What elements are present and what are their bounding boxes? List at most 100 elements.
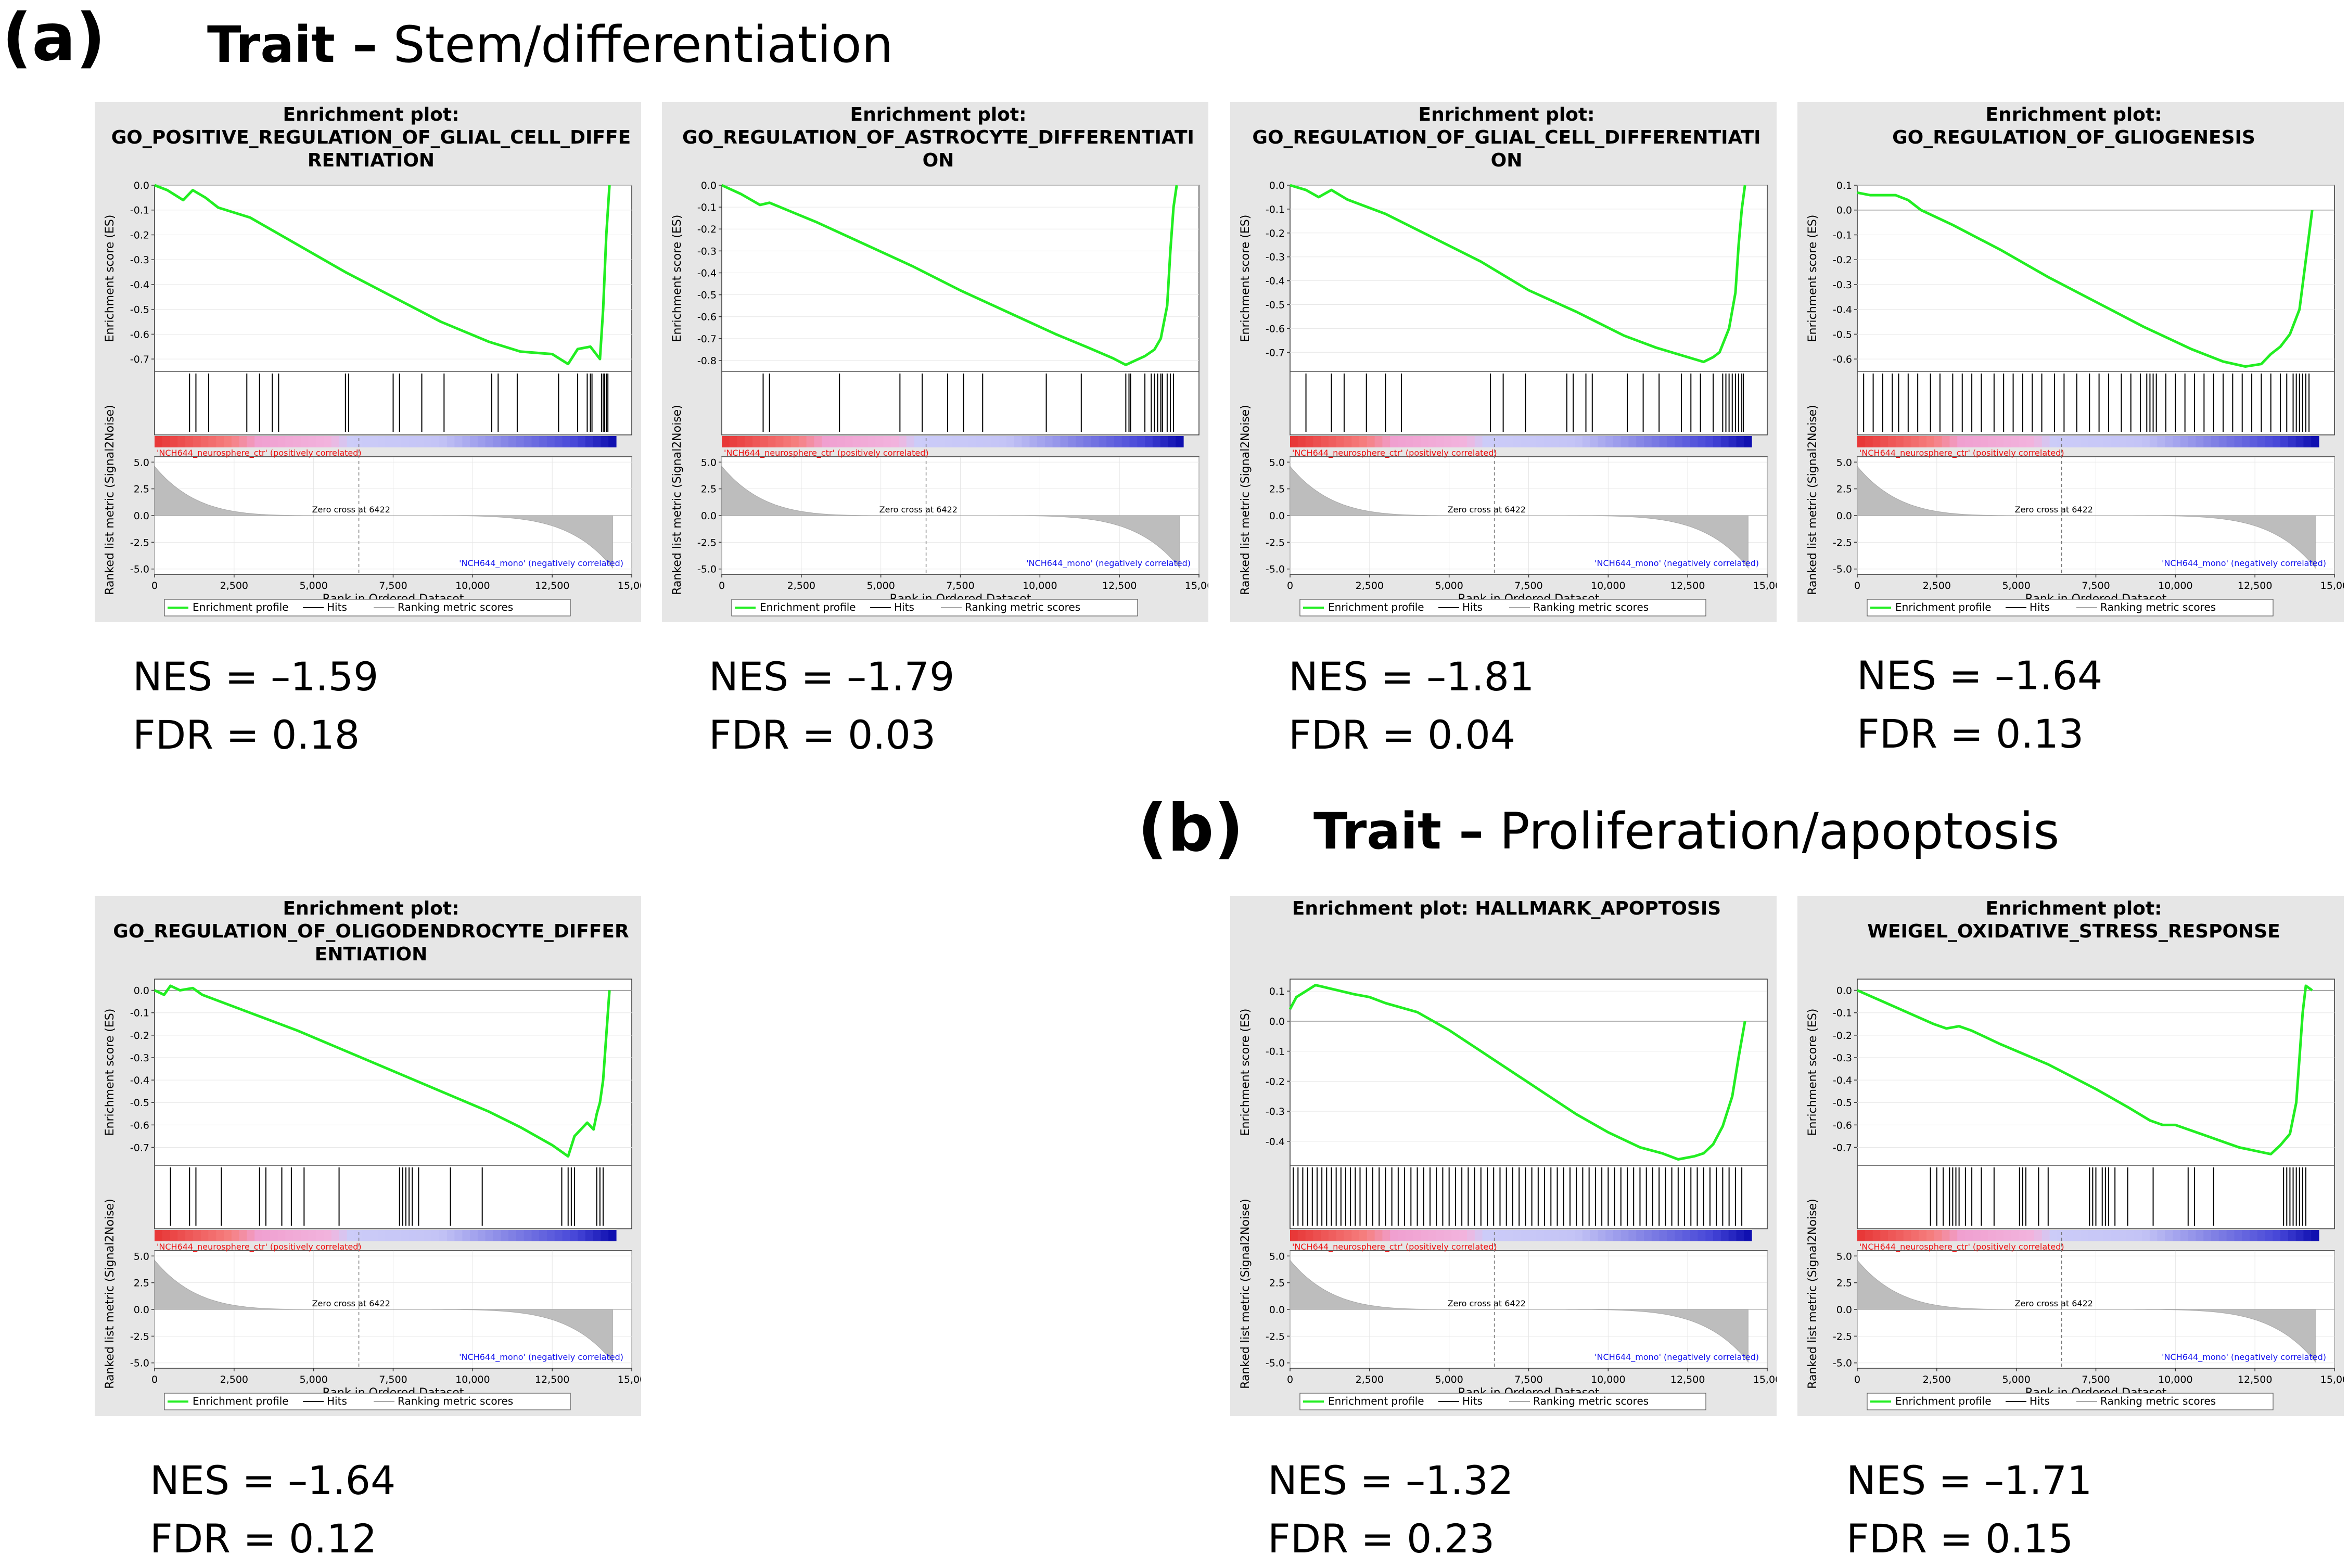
plot-title-line: ON bbox=[923, 150, 954, 171]
enrichment-profile-line bbox=[721, 184, 1178, 366]
enrichment-profile-line bbox=[1857, 191, 2314, 368]
ranking-color-segment bbox=[1099, 436, 1107, 447]
x-tick-label: 10,000 bbox=[2158, 1374, 2192, 1385]
plot-title-line: Enrichment plot: bbox=[850, 104, 1026, 125]
plot-title-line: GO_REGULATION_OF_OLIGODENDROCYTE_DIFFER bbox=[113, 921, 629, 942]
ranking-color-segment bbox=[1037, 436, 1045, 447]
nes-value: NES = –1.32 bbox=[1268, 1457, 1514, 1503]
x-tick-label: 2,500 bbox=[1923, 1374, 1951, 1385]
ranking-color-segment bbox=[1405, 1230, 1414, 1241]
ranking-color-segment bbox=[431, 436, 440, 447]
section-a-title: Trait – Stem/differentiation bbox=[207, 20, 893, 70]
ranking-color-segment bbox=[798, 436, 807, 447]
positive-class-label: 'NCH644_neurosphere_ctr' (positively cor… bbox=[1292, 1242, 1497, 1252]
ranking-color-segment bbox=[454, 1230, 463, 1241]
ranking-color-segment bbox=[1720, 436, 1729, 447]
es-tick-label: -0.2 bbox=[130, 1030, 149, 1042]
ranking-color-segment bbox=[768, 436, 776, 447]
ranking-color-segment bbox=[200, 1230, 209, 1241]
metric-tick-label: 2.5 bbox=[1836, 484, 1852, 495]
legend-es-label: Enrichment profile bbox=[1328, 1395, 1424, 1407]
ranking-color-segment bbox=[446, 1230, 455, 1241]
es-tick-label: -0.5 bbox=[130, 304, 149, 316]
legend-hits-label: Hits bbox=[2030, 1395, 2050, 1407]
ranking-color-segment bbox=[737, 436, 745, 447]
ranking-color-segment bbox=[347, 436, 355, 447]
ranking-color-segment bbox=[1590, 436, 1598, 447]
ranking-color-segment bbox=[1628, 436, 1637, 447]
ranking-color-segment bbox=[783, 436, 792, 447]
x-tick-label: 5,000 bbox=[299, 1374, 327, 1385]
es-tick-label: -0.7 bbox=[697, 333, 717, 345]
ranking-color-segment bbox=[1903, 1230, 1912, 1241]
ranking-color-segment bbox=[1374, 436, 1383, 447]
ranking-color-segment bbox=[1690, 1230, 1699, 1241]
ranking-color-segment bbox=[829, 436, 838, 447]
es-tick-label: -0.3 bbox=[1266, 252, 1285, 263]
metric-tick-label: 2.5 bbox=[701, 484, 717, 495]
ranking-color-segment bbox=[1926, 1230, 1935, 1241]
x-tick-label: 12,500 bbox=[1102, 580, 1137, 592]
ranking-color-segment bbox=[1328, 436, 1337, 447]
es-tick-label: 0.1 bbox=[1269, 986, 1285, 997]
legend-hits-label: Hits bbox=[894, 601, 914, 613]
ranking-color-segment bbox=[2196, 436, 2204, 447]
ranking-color-segment bbox=[1482, 1230, 1490, 1241]
negative-class-label: 'NCH644_mono' (negatively correlated) bbox=[459, 1352, 623, 1363]
ranking-color-segment bbox=[1022, 436, 1030, 447]
section-a-trait-label: Trait – bbox=[207, 16, 378, 74]
ranking-color-segment bbox=[1505, 436, 1514, 447]
ranking-color-segment bbox=[2057, 1230, 2065, 1241]
ranking-color-segment bbox=[2041, 1230, 2050, 1241]
ranking-color-segment bbox=[2088, 1230, 2096, 1241]
ranking-color-segment bbox=[999, 436, 1007, 447]
ranking-color-segment bbox=[362, 436, 371, 447]
ranking-color-segment bbox=[2280, 436, 2289, 447]
fdr-value: FDR = 0.13 bbox=[1857, 711, 2084, 757]
enrichment-plot-svg: Enrichment plot: HALLMARK_APOPTOSIS 0.1 0.… bbox=[1239, 898, 1777, 1410]
ranking-color-segment bbox=[1972, 436, 1981, 447]
ranking-color-segment bbox=[424, 436, 432, 447]
ranking-color-segment bbox=[593, 1230, 602, 1241]
ranking-color-segment bbox=[1996, 1230, 2004, 1241]
ranking-color-segment bbox=[2218, 436, 2227, 447]
ranking-color-segment bbox=[277, 436, 286, 447]
ranking-color-segment bbox=[2265, 1230, 2273, 1241]
ranking-color-segment bbox=[1444, 1230, 1452, 1241]
positive-class-label: 'NCH644_neurosphere_ctr' (positively cor… bbox=[1859, 1242, 2064, 1252]
ranking-color-segment bbox=[231, 436, 240, 447]
es-tick-label: 0.0 bbox=[1836, 205, 1852, 216]
ranking-color-segment bbox=[2188, 1230, 2197, 1241]
ranking-color-segment bbox=[254, 1230, 263, 1241]
ranking-color-segment bbox=[2088, 436, 2096, 447]
ranking-color-segment bbox=[1397, 436, 1406, 447]
ranking-color-segment bbox=[1582, 436, 1591, 447]
x-tick-label: 15,00 bbox=[2320, 1374, 2344, 1385]
ranking-color-segment bbox=[1014, 436, 1023, 447]
es-tick-label: 0.0 bbox=[1269, 1016, 1285, 1027]
ranking-color-segment bbox=[239, 436, 247, 447]
ranking-color-segment bbox=[2234, 436, 2242, 447]
ranking-color-segment bbox=[324, 436, 332, 447]
ranking-color-segment bbox=[1413, 1230, 1421, 1241]
es-plot-area bbox=[1857, 185, 2335, 435]
ranking-color-segment bbox=[867, 436, 876, 447]
ranking-color-segment bbox=[262, 436, 271, 447]
ranking-color-segment bbox=[1006, 436, 1015, 447]
es-tick-label: -0.7 bbox=[130, 354, 149, 365]
x-tick-label: 7,500 bbox=[379, 580, 407, 592]
ranking-color-segment bbox=[2303, 1230, 2312, 1241]
ranking-color-segment bbox=[416, 1230, 425, 1241]
ranking-color-segment bbox=[1290, 436, 1298, 447]
ranking-color-segment bbox=[2273, 1230, 2281, 1241]
zero-cross-label: Zero cross at 6422 bbox=[879, 505, 958, 515]
ranking-color-segment bbox=[1919, 1230, 1927, 1241]
ranking-color-segment bbox=[385, 1230, 393, 1241]
ranking-color-segment bbox=[983, 436, 992, 447]
es-tick-label: -0.6 bbox=[130, 1120, 149, 1131]
ranking-color-segment bbox=[2265, 436, 2273, 447]
legend-hits-label: Hits bbox=[327, 601, 347, 613]
ranking-color-segment bbox=[2196, 1230, 2204, 1241]
plot-title-line: GO_REGULATION_OF_GLIAL_CELL_DIFFERENTIAT… bbox=[1252, 127, 1760, 148]
es-tick-label: 0.0 bbox=[701, 180, 717, 191]
